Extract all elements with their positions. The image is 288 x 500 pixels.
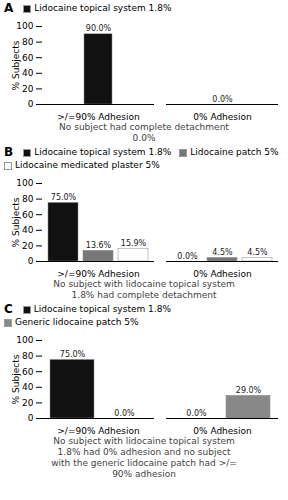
html-text:Lidocaine topical system 1.8%: Lidocaine topical system 1.8% bbox=[34, 3, 172, 13]
svg-text:13.6%: 13.6% bbox=[86, 241, 112, 250]
html-text:Lidocaine topical system 1.8%: Lidocaine topical system 1.8% bbox=[34, 147, 172, 157]
svg-text:% Subjects: % Subjects bbox=[11, 197, 21, 247]
svg-text:>/=90% Adhesion: >/=90% Adhesion bbox=[57, 112, 139, 122]
svg-text:0% Adhesion: 0% Adhesion bbox=[193, 112, 252, 122]
svg-text:% Subjects: % Subjects bbox=[11, 40, 21, 90]
svg-text:15.9%: 15.9% bbox=[121, 239, 147, 248]
svg-text:60: 60 bbox=[22, 367, 34, 377]
svg-text:4.5%: 4.5% bbox=[212, 248, 233, 257]
html-text:No subject with lidocaine topi: No subject with lidocaine topical system… bbox=[51, 436, 237, 479]
svg-text:0: 0 bbox=[28, 413, 34, 423]
svg-text:0.0%: 0.0% bbox=[114, 409, 135, 418]
svg-text:90.0%: 90.0% bbox=[86, 24, 112, 33]
html-text:No subject with lidocaine topi: No subject with lidocaine topical system… bbox=[53, 279, 235, 300]
svg-text:20: 20 bbox=[22, 84, 34, 94]
svg-text:80: 80 bbox=[22, 194, 34, 204]
svg-text:20: 20 bbox=[22, 398, 34, 408]
html-text:A: A bbox=[4, 1, 14, 15]
svg-text:80: 80 bbox=[22, 37, 34, 47]
svg-text:40: 40 bbox=[22, 225, 34, 235]
svg-text:>/=90% Adhesion: >/=90% Adhesion bbox=[57, 426, 139, 436]
html-text:Lidocaine patch 5%: Lidocaine patch 5% bbox=[190, 147, 279, 157]
svg-text:29.0%: 29.0% bbox=[236, 386, 262, 395]
svg-text:60: 60 bbox=[22, 210, 34, 220]
svg-text:20: 20 bbox=[22, 241, 34, 251]
svg-text:0: 0 bbox=[28, 256, 34, 266]
svg-text:4.5%: 4.5% bbox=[247, 248, 268, 257]
html-text:B: B bbox=[4, 145, 14, 159]
svg-text:60: 60 bbox=[22, 53, 34, 63]
svg-text:100: 100 bbox=[16, 21, 33, 31]
svg-text:100: 100 bbox=[16, 335, 33, 345]
html-text:C: C bbox=[4, 302, 13, 316]
svg-text:0.0%: 0.0% bbox=[177, 252, 198, 261]
svg-text:40: 40 bbox=[22, 68, 34, 78]
html-text:Lidocaine medicated plaster 5%: Lidocaine medicated plaster 5% bbox=[15, 160, 160, 170]
svg-text:40: 40 bbox=[22, 382, 34, 392]
svg-text:0% Adhesion: 0% Adhesion bbox=[193, 426, 252, 436]
html-text:Lidocaine topical system 1.8%: Lidocaine topical system 1.8% bbox=[33, 304, 171, 314]
svg-text:0.0%: 0.0% bbox=[186, 409, 207, 418]
svg-text:>/=90% Adhesion: >/=90% Adhesion bbox=[57, 269, 139, 279]
svg-text:0: 0 bbox=[28, 99, 34, 109]
svg-text:100: 100 bbox=[16, 178, 33, 188]
html-text:No subject had complete detach: No subject had complete detachment 0.0% bbox=[59, 122, 229, 143]
svg-text:80: 80 bbox=[22, 351, 34, 361]
svg-text:75.0%: 75.0% bbox=[51, 193, 77, 202]
svg-text:75.0%: 75.0% bbox=[60, 350, 86, 359]
svg-text:0% Adhesion: 0% Adhesion bbox=[193, 269, 252, 279]
svg-text:% Subjects: % Subjects bbox=[11, 354, 21, 404]
svg-text:0.0%: 0.0% bbox=[212, 95, 233, 104]
html-text:Generic lidocaine patch 5%: Generic lidocaine patch 5% bbox=[15, 317, 139, 327]
